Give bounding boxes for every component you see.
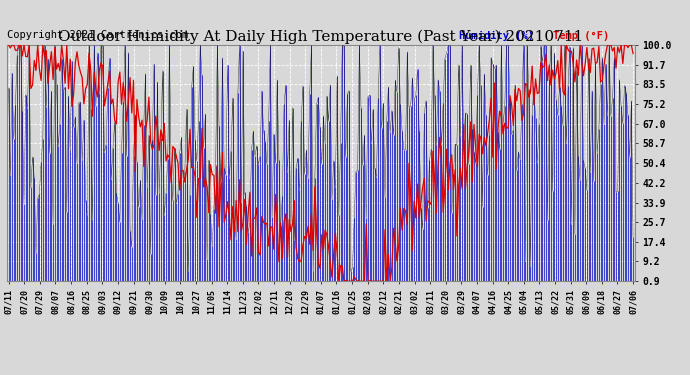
Text: Humidity (%): Humidity (%) — [459, 32, 534, 42]
Text: Copyright 2021 Cartronics.com: Copyright 2021 Cartronics.com — [7, 30, 188, 40]
Title: Outdoor Humidity At Daily High Temperature (Past Year) 20210711: Outdoor Humidity At Daily High Temperatu… — [58, 30, 584, 44]
Text: Temp (°F): Temp (°F) — [553, 32, 609, 42]
